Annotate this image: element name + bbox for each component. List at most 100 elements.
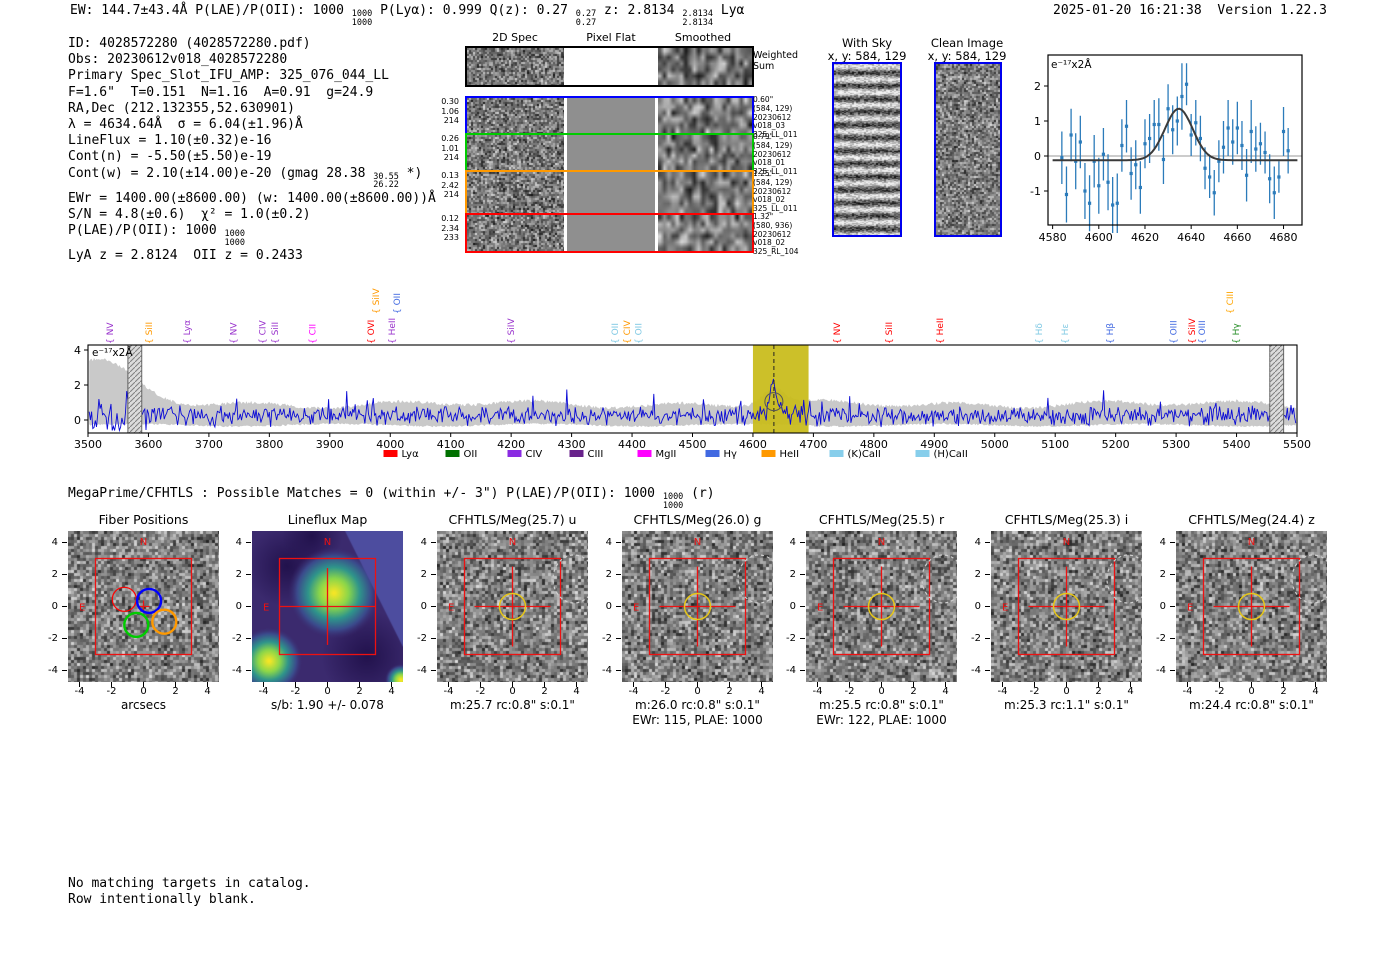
inset-xtick: 4680 — [1270, 231, 1298, 244]
cutout-caption-2: EWr: 122, PLAE: 1000 — [816, 713, 947, 727]
line-fit-plot: 4580 4600 4620 4640 4660 4680 -1 0 1 2 e⁻¹⁷x2Å — [1030, 54, 1303, 244]
spec2d-row-left-labels: 0.26 1.01 214 — [423, 134, 459, 163]
cutout-overlay: NE — [616, 537, 773, 687]
spectrum-xtick: 5000 — [981, 438, 1009, 451]
annotation-line: 0.79" — [753, 132, 774, 141]
emission-line-label: { CIV — [259, 319, 269, 344]
summary-fraction-top: 1000 — [351, 9, 373, 19]
compass-north: N — [1248, 537, 1255, 548]
annotation-line: 1.25" — [753, 169, 774, 178]
cutout-caption-2: EWr: 115, PLAE: 1000 — [632, 713, 763, 727]
catalog-object-ellipse — [1291, 554, 1327, 604]
cutout-ytick: 4 — [420, 536, 427, 548]
cutout-overlay: NE — [800, 537, 957, 687]
spec2d-image — [467, 215, 564, 251]
legend-swatch-(H)CaII — [915, 450, 930, 457]
summary-header: EW: 144.7±43.4Å P(LAE)/P(OII): 1000 1000… — [70, 3, 744, 28]
cutout-xtick: 2 — [726, 686, 733, 697]
summary-fraction-top: 2.8134 — [682, 9, 714, 19]
cutout-ytick: 0 — [605, 600, 612, 612]
info-line-12-text: LyA z = 2.8124 OII z = 0.2433 — [68, 248, 303, 264]
catalog-object-ellipse — [737, 554, 773, 604]
info-line-8-fraction: 30.55 26.22 — [373, 173, 399, 190]
matches-text: (r) — [683, 486, 715, 501]
with-sky-title: With Sky x, y: 584, 129 — [822, 36, 912, 63]
spectrum-xtick: 3800 — [255, 438, 283, 451]
annotation-line: 325_LL_011 — [753, 130, 798, 140]
inset-ytick: 0 — [1034, 150, 1041, 163]
compass-east: E — [817, 603, 823, 614]
cutout-ytick: 2 — [420, 568, 427, 580]
info-line-12: LyA z = 2.8124 OII z = 0.2433 — [68, 248, 436, 264]
cutout-ytick: -4 — [417, 664, 427, 676]
compass-east: E — [79, 603, 85, 614]
compass-east: E — [1002, 603, 1008, 614]
info-line-1-text: Obs: 20230612v018_4028572280 — [68, 52, 288, 68]
pixelflat-image — [567, 172, 655, 214]
spectrum-xtick: 5100 — [1041, 438, 1069, 451]
smoothed-image — [658, 98, 752, 134]
compass-north: N — [140, 537, 147, 548]
emission-line-label: { Hγ — [1232, 323, 1242, 344]
detection-circle-marker — [764, 392, 784, 412]
spectrum-xtick: 4700 — [799, 438, 827, 451]
info-line-10: S/N = 4.8(±0.6) χ² = 1.0(±0.2) — [68, 207, 436, 223]
cutout-ytick: 0 — [235, 600, 242, 612]
cutout-xtick: 4 — [1127, 686, 1134, 697]
with-sky-image — [834, 64, 900, 235]
cutout-xtick: 0 — [509, 686, 516, 697]
inset-xtick: 4640 — [1177, 231, 1205, 244]
spectrum-xtick: 5400 — [1223, 438, 1251, 451]
left-label: 214 — [443, 190, 459, 199]
spec2d-exposure-row — [465, 96, 754, 136]
spectrum-xtick: 4200 — [497, 438, 525, 451]
spec2d-row-left-labels: 0.13 2.42 214 — [423, 171, 459, 200]
cutout-ytick: 0 — [789, 600, 796, 612]
info-line-8-fraction-bottom: 26.22 — [373, 180, 399, 191]
cutout-xtick: -2 — [106, 686, 117, 697]
info-line-9-text: EWr = 1400.00(±8600.00) (w: 1400.00(±860… — [68, 190, 436, 206]
emission-line-label: { SiIV — [1188, 318, 1198, 344]
cutout-xtick: 4 — [942, 686, 949, 697]
cutout-xtick: -2 — [1029, 686, 1040, 697]
cutout-ytick: -2 — [971, 632, 981, 644]
compass-east: E — [448, 603, 454, 614]
annotation-line: (584, 129) — [753, 140, 793, 150]
cutout-caption: m:26.0 rc:0.8" s:0.1" — [635, 698, 760, 712]
cutout-xtick: 4 — [1312, 686, 1319, 697]
pixelflat-image — [567, 48, 655, 85]
spectrum-ytick: 2 — [74, 379, 81, 392]
col-header-2dspec: 2D Spec — [492, 31, 538, 44]
clean-image-title: Clean Image x, y: 584, 129 — [922, 36, 1012, 64]
catalog-object-ellipse — [1106, 554, 1142, 604]
aperture-circle — [498, 592, 527, 621]
col-header-pixelflat: Pixel Flat — [586, 31, 636, 44]
pixelflat-image — [567, 215, 655, 251]
legend-label-Lyα: Lyα — [402, 449, 420, 460]
info-line-1: Obs: 20230612v018_4028572280 — [68, 52, 436, 68]
cutout-caption: m:24.4 rc:0.8" s:0.1" — [1189, 698, 1314, 712]
cutout-xtick: 2 — [910, 686, 917, 697]
left-label: 233 — [443, 233, 459, 242]
spectrum-xtick: 3700 — [195, 438, 223, 451]
cutout-ytick: 4 — [789, 536, 796, 548]
catalog-matches-line: MegaPrime/CFHTLS : Possible Matches = 0 … — [68, 486, 715, 511]
clean-image — [936, 64, 1000, 235]
cutout-xtick: -4 — [812, 686, 823, 697]
masked-band-hatch — [1269, 345, 1284, 433]
clean-image-coords: x, y: 584, 129 — [927, 49, 1007, 64]
annotation-line: 325_LL_011 — [753, 204, 798, 214]
info-line-8: Cont(w) = 2.10(±14.00)e-20 (gmag 28.38 3… — [68, 166, 436, 191]
left-label: 214 — [443, 116, 459, 125]
summary-fraction: 0.27 0.27 — [576, 10, 596, 27]
aperture-circle — [683, 592, 712, 621]
report-version: Version 1.22.3 — [1217, 3, 1327, 18]
spectrum-xtick: 3500 — [74, 438, 102, 451]
info-line-2-text: Primary Spec_Slot_IFU_AMP: 325_076_044_L… — [68, 68, 389, 84]
info-line-6: LineFlux = 1.10(±0.32)e-16 — [68, 133, 436, 149]
annotation-line: (584, 129) — [753, 177, 793, 187]
emission-line-label: { NV — [230, 322, 240, 344]
emission-line-label: { Lyα — [183, 320, 193, 344]
annotation-line: (584, 129) — [753, 103, 793, 113]
cutout-ytick: -4 — [971, 664, 981, 676]
